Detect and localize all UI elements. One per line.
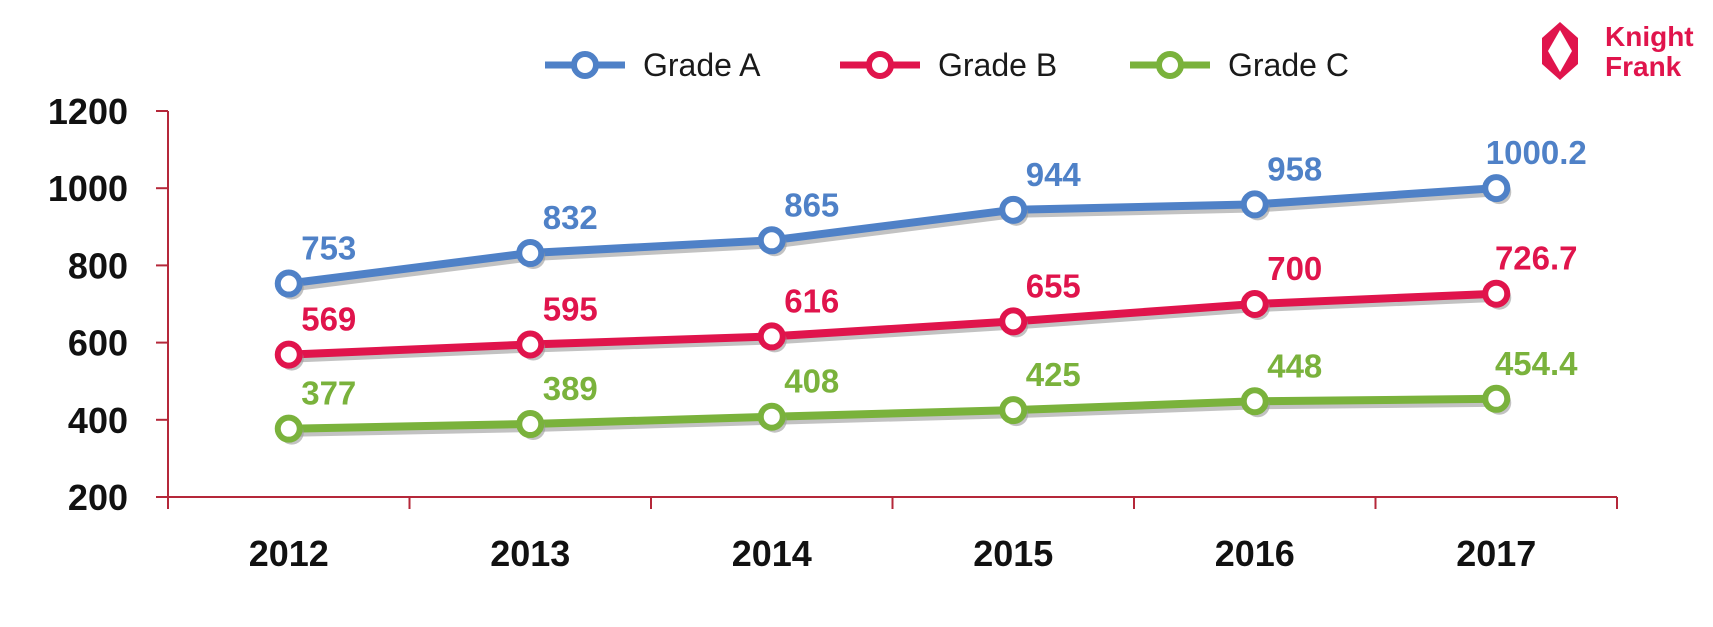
- logo-text-frank: Frank: [1605, 51, 1682, 82]
- legend-item-grade-c: Grade C: [1130, 47, 1349, 83]
- data-label: 448: [1267, 347, 1322, 384]
- series-line-shadow: [291, 398, 1500, 437]
- legend-label: Grade C: [1228, 47, 1349, 83]
- data-point: [999, 195, 1028, 224]
- data-label: 377: [301, 375, 356, 412]
- x-tick-label: 2016: [1215, 533, 1295, 574]
- data-point: [1482, 279, 1511, 308]
- data-label: 569: [301, 301, 356, 338]
- data-point: [1240, 387, 1269, 416]
- data-point: [1240, 290, 1269, 318]
- data-label: 753: [301, 230, 356, 267]
- data-point: [1482, 174, 1511, 203]
- data-point: [516, 410, 545, 439]
- legend-marker: [571, 51, 599, 79]
- data-label: 425: [1026, 356, 1081, 393]
- logo-text-knight: Knight: [1605, 21, 1694, 52]
- legend-item-grade-a: Grade A: [545, 47, 761, 83]
- data-point: [1240, 190, 1269, 219]
- data-point: [757, 226, 786, 255]
- y-tick-label: 400: [68, 400, 128, 441]
- x-tick-label: 2012: [249, 533, 329, 574]
- legend-label: Grade A: [643, 47, 761, 83]
- series-grade-a: 753 832 865 944 958 1000.2: [274, 134, 1587, 300]
- series-grade-b: 569 595 616 655 700 726.7: [274, 240, 1578, 371]
- series-line-shadow: [291, 188, 1500, 292]
- legend-marker: [866, 51, 894, 79]
- data-label: 958: [1267, 150, 1322, 187]
- legend-marker: [1156, 51, 1184, 79]
- data-point: [757, 402, 786, 431]
- series-line: [288, 184, 1497, 288]
- data-point: [274, 414, 303, 443]
- data-label: 1000.2: [1486, 134, 1587, 171]
- data-label: 408: [784, 363, 839, 400]
- knight-frank-logo: Knight Frank: [1542, 21, 1694, 82]
- data-point: [999, 307, 1028, 336]
- legend-label: Grade B: [938, 47, 1057, 83]
- data-point: [1482, 384, 1511, 413]
- series-line: [288, 289, 1497, 359]
- x-tick-label: 2014: [732, 533, 812, 574]
- data-label: 454.4: [1495, 345, 1578, 382]
- series-line: [288, 394, 1497, 433]
- data-label: 700: [1267, 250, 1322, 287]
- axes: 200 400 600 800 1000 1200 2012 2013 2014 2015 2016…: [48, 91, 1618, 574]
- y-tick-label: 200: [68, 477, 128, 518]
- y-tick-label: 1200: [48, 91, 128, 132]
- x-tick-label: 2017: [1456, 533, 1536, 574]
- y-tick-label: 800: [68, 245, 128, 286]
- logo-mark-icon: [1542, 22, 1578, 80]
- y-tick-label: 1000: [48, 168, 128, 209]
- x-tick-label: 2015: [973, 533, 1053, 574]
- data-point: [274, 269, 303, 298]
- series-grade-c: 377 389 408 425 448 454.4: [274, 345, 1578, 445]
- data-point: [516, 239, 545, 268]
- data-point: [516, 330, 545, 359]
- data-label: 616: [784, 282, 839, 319]
- data-label: 726.7: [1495, 240, 1578, 277]
- data-point: [757, 322, 786, 351]
- data-label: 389: [543, 370, 598, 407]
- series-layer: 753 832 865 944 958 1000.2 569 595 616 655 700 726.…: [274, 134, 1587, 445]
- legend: Grade A Grade B Grade C: [545, 47, 1349, 83]
- legend-item-grade-b: Grade B: [840, 47, 1057, 83]
- data-point: [274, 340, 303, 369]
- y-tick-label: 600: [68, 323, 128, 364]
- data-label: 595: [543, 291, 598, 328]
- data-label: 865: [784, 186, 839, 223]
- series-line-shadow: [291, 293, 1500, 363]
- x-tick-label: 2013: [490, 533, 570, 574]
- data-label: 944: [1026, 156, 1082, 193]
- data-label: 655: [1026, 267, 1081, 304]
- data-point: [999, 396, 1028, 425]
- data-label: 832: [543, 199, 598, 236]
